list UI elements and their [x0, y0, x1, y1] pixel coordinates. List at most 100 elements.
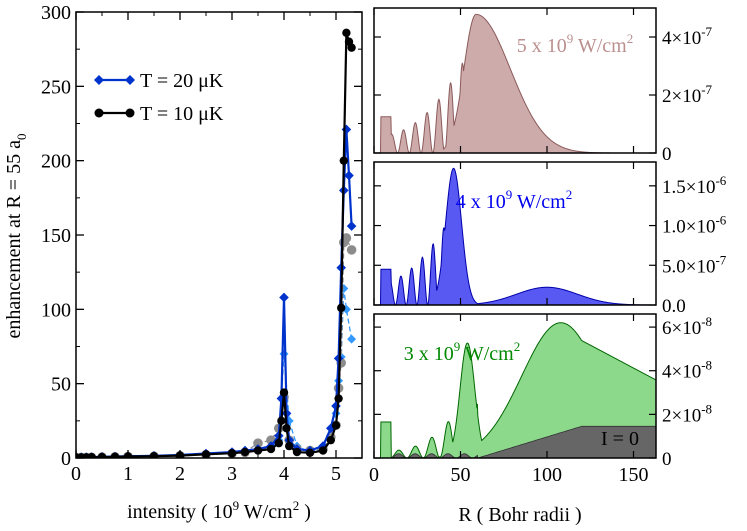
x-label-sup2: 2 [293, 498, 300, 513]
panel-0: 02×10-74×10-75 x 109 W/cm2 [373, 7, 713, 165]
x-tick-label: 50 [451, 464, 471, 486]
data-point [341, 233, 352, 243]
data-point [279, 349, 289, 359]
data-point [337, 303, 346, 313]
y-tick-exponent: -8 [701, 358, 712, 373]
intensity-label-text: 4 x 10 [456, 191, 506, 213]
x-tick-label: 4 [279, 463, 289, 485]
data-point [276, 393, 287, 404]
data-point [282, 424, 291, 433]
intensity-label-unit: W/cm [460, 343, 514, 365]
y-tick-exponent: -7 [701, 24, 712, 39]
data-point [334, 394, 343, 403]
y-tick-label: 0 [662, 449, 672, 470]
y-tick-exponent: -7 [715, 252, 726, 267]
series-line [76, 236, 353, 458]
y-tick-label: 250 [41, 76, 71, 98]
x-axis-label: intensity ( 109 W/cm2 ) [127, 498, 311, 523]
intensity-label: 4 x 109 W/cm2 [456, 187, 573, 213]
data-point [279, 292, 289, 303]
y-tick-label: 200 [41, 151, 71, 173]
panel-1: 0.05.0×10-71.0×10-61.5×10-64 x 109 W/cm2 [373, 161, 727, 317]
x-label-sup: 9 [233, 498, 240, 513]
intensity-label: 3 x 109 W/cm2 [404, 339, 521, 365]
y-tick-mantissa: 0 [662, 449, 672, 470]
x-label-unit: W/cm [239, 501, 293, 523]
y-tick-mantissa: 0 [662, 144, 672, 165]
intensity-label-unit: W/cm [512, 191, 566, 213]
series-0 [76, 124, 357, 458]
intensity-label-sup2: 2 [627, 31, 634, 46]
data-point [285, 441, 294, 451]
legend-marker [125, 75, 135, 85]
data-point [346, 221, 357, 231]
panel-plot-area [374, 167, 656, 305]
panel-frame [373, 313, 657, 459]
y-tick-mantissa: 0.0 [662, 296, 686, 317]
x-tick-label: 2 [175, 463, 185, 485]
intensity-label-sup: 9 [454, 339, 461, 354]
y-tick-mantissa: 1.5×10 [662, 177, 715, 198]
panel-2: I = 002×10-84×10-86×10-83 x 109 W/cm2 [373, 313, 712, 470]
series-line [76, 129, 353, 458]
intensity-label-sup2: 2 [566, 187, 573, 202]
y-tick-label: 1.5×10-6 [662, 173, 727, 198]
series-2 [76, 284, 357, 458]
data-point [110, 452, 120, 458]
x-tick-label: 3 [227, 463, 237, 485]
y-tick-label: 6×10-8 [662, 314, 712, 339]
zero-intensity-label: I = 0 [601, 428, 639, 450]
data-point [292, 447, 302, 457]
intensity-label-text: 3 x 10 [404, 343, 454, 365]
density-area [374, 322, 656, 458]
data-point [333, 353, 344, 364]
data-point [341, 124, 352, 135]
legend-item: T = 10 μK [94, 103, 224, 125]
y-tick-label: 150 [41, 225, 71, 247]
y-tick-label: 300 [41, 2, 71, 24]
data-point [305, 448, 315, 457]
y-axis-label-group: enhancement at R = 55 a0 [3, 134, 29, 339]
panel-frame [373, 161, 657, 306]
legend-marker [125, 108, 135, 118]
y-tick-label: 0 [662, 144, 672, 165]
intensity-label-sup2: 2 [514, 339, 521, 354]
y-tick-label: 4×10-8 [662, 358, 712, 383]
data-point [87, 453, 96, 458]
data-point [331, 421, 341, 430]
y-tick-exponent: -8 [701, 314, 712, 329]
data-point [342, 28, 351, 38]
data-point [279, 388, 289, 397]
x-label-text: intensity ( 10 [127, 501, 233, 523]
y-tick-label: 50 [51, 374, 71, 396]
y-tick-exponent: -6 [715, 213, 726, 228]
x-label-end: ) [299, 501, 311, 523]
data-point [277, 416, 286, 426]
legend-marker [94, 108, 104, 118]
x-tick-label: 0 [71, 463, 81, 485]
series-1 [76, 28, 356, 458]
x-tick-label: 5 [331, 463, 341, 485]
y-label-sub: 0 [14, 134, 29, 141]
data-point [346, 245, 357, 255]
data-point [326, 435, 335, 445]
data-point [253, 438, 263, 448]
legend-item: T = 20 μK [94, 70, 224, 92]
y-axis-label: enhancement at R = 55 a0 [3, 134, 29, 339]
y-label-text: enhancement at R = 55 a [3, 140, 25, 339]
data-point [326, 423, 336, 434]
intensity-label-sup: 9 [506, 187, 513, 202]
series-3 [76, 233, 357, 458]
series-line [76, 288, 353, 458]
intensity-label: 5 x 109 W/cm2 [517, 31, 634, 57]
y-tick-label: 5.0×10-7 [662, 252, 727, 277]
data-point [347, 334, 357, 344]
y-tick-label: 0.0 [662, 296, 686, 317]
data-point [253, 446, 263, 455]
data-point [274, 438, 283, 448]
legend-marker [94, 75, 104, 85]
x-tick-label: 0 [369, 464, 379, 486]
x-tick-label: 1 [123, 463, 133, 485]
intensity-label-unit: W/cm [573, 35, 627, 57]
